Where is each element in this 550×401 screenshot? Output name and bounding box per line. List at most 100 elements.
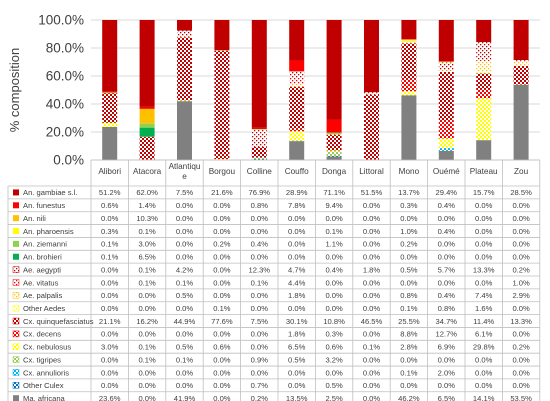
data-label: 0.1% bbox=[138, 343, 156, 352]
bar-segment-other-aedes bbox=[476, 71, 492, 74]
legend-swatch-ae-palpalis bbox=[12, 292, 20, 299]
bar-stack-donga bbox=[326, 20, 342, 160]
data-label: 0.9% bbox=[251, 355, 269, 364]
bar-segment-an-gambiae-s-l bbox=[251, 20, 267, 128]
data-label: 0.0% bbox=[512, 227, 530, 236]
data-label: 0.0% bbox=[363, 381, 381, 390]
category-label-mono: Mono bbox=[399, 167, 420, 176]
bar-segment-cx-quinquefasciatus bbox=[177, 37, 192, 101]
data-label: 0.0% bbox=[251, 368, 269, 377]
data-label: 0.0% bbox=[512, 240, 530, 249]
data-label: 0.0% bbox=[288, 227, 306, 236]
data-label: 0.0% bbox=[101, 381, 119, 390]
data-label: 0.1% bbox=[363, 343, 381, 352]
data-label: 1.8% bbox=[288, 330, 306, 339]
data-label: 0.0% bbox=[512, 304, 530, 313]
data-label: 0.1% bbox=[213, 304, 231, 313]
data-label: 0.0% bbox=[363, 330, 381, 339]
data-label: 0.8% bbox=[400, 291, 418, 300]
data-label: 0.2% bbox=[400, 240, 418, 249]
data-label: 0.5% bbox=[176, 343, 194, 352]
data-label: 0.0% bbox=[512, 253, 530, 262]
data-label: 7.4% bbox=[475, 291, 493, 300]
bar-segment-an-pharoensis bbox=[438, 61, 454, 63]
data-label: 0.0% bbox=[176, 253, 194, 262]
bar-segment-an-gambiae-s-l bbox=[401, 20, 417, 40]
legend-swatch-cx-annulioris bbox=[12, 369, 20, 376]
data-label: 0.4% bbox=[438, 291, 456, 300]
bar-segment-cx-quinquefasciatus bbox=[326, 134, 342, 151]
data-label: 13.7% bbox=[398, 188, 420, 197]
data-label: 0.0% bbox=[325, 304, 343, 313]
data-label: 0.0% bbox=[475, 240, 493, 249]
series-label-cx-tigripes: Cx. tigripes bbox=[23, 355, 61, 364]
bar-segment-ma-africana bbox=[476, 140, 492, 160]
data-label: 12.7% bbox=[436, 330, 458, 339]
data-label: 0.5% bbox=[325, 381, 343, 390]
data-label: 0.0% bbox=[101, 355, 119, 364]
data-label: 2.8% bbox=[400, 343, 418, 352]
data-label: 1.4% bbox=[138, 201, 156, 210]
bar-segment-an-pharoensis bbox=[401, 39, 417, 41]
bar-stack-colline bbox=[251, 20, 267, 160]
series-label-ae-palpalis: Ae. palpalis bbox=[23, 291, 62, 300]
data-label: 0.3% bbox=[101, 227, 119, 236]
series-label-ae-vitatus: Ae. vitatus bbox=[23, 278, 59, 287]
bar-segment-cx-nebulosus bbox=[326, 150, 342, 152]
data-label: 0.1% bbox=[251, 278, 269, 287]
bar-segment-ae-vitatus bbox=[289, 77, 305, 85]
data-label: 6.1% bbox=[475, 330, 493, 339]
series-label-an-gambiae-s-l: An. gambiae s.l. bbox=[23, 188, 77, 197]
bar-segment-ae-aegypti bbox=[401, 41, 417, 42]
gridlines bbox=[91, 19, 540, 161]
data-label: 0.0% bbox=[288, 253, 306, 262]
bar-segment-an-funestus bbox=[438, 61, 454, 62]
data-label: 0.2% bbox=[213, 240, 231, 249]
data-label: 0.0% bbox=[138, 304, 156, 313]
data-label: 51.5% bbox=[361, 188, 383, 197]
bar-segment-an-funestus bbox=[289, 60, 305, 72]
bar-segment-ma-africana bbox=[102, 126, 118, 160]
data-label: 0.7% bbox=[251, 381, 269, 390]
data-label: 2.0% bbox=[438, 368, 456, 377]
data-label: 0.0% bbox=[400, 214, 418, 223]
bar-segment-cx-tigripes bbox=[289, 140, 305, 142]
data-label: 3.2% bbox=[325, 355, 343, 364]
bar-segment-ae-aegypti bbox=[364, 92, 379, 95]
legend-swatch-an-nili bbox=[13, 215, 19, 222]
series-label-an-funestus: An. funestus bbox=[23, 201, 65, 210]
bar-segment-an-gambiae-s-l bbox=[513, 20, 529, 61]
bar-segment-cx-quinquefasciatus bbox=[476, 73, 492, 90]
bar-segment-cx-nebulosus bbox=[177, 100, 192, 102]
data-label: 0.2% bbox=[512, 343, 530, 352]
data-label: 10.8% bbox=[323, 317, 345, 326]
bar-segment-an-brohieri bbox=[139, 127, 155, 137]
data-label: 0.0% bbox=[213, 330, 231, 339]
data-label: 29.4% bbox=[436, 188, 458, 197]
data-label: 0.0% bbox=[138, 381, 156, 390]
bar-segment-cx-quinquefasciatus bbox=[401, 43, 417, 79]
y-tick-label: 100.0% bbox=[38, 13, 84, 28]
data-label: 0.0% bbox=[438, 278, 456, 287]
data-label: 34.7% bbox=[436, 317, 458, 326]
data-label: 0.0% bbox=[475, 368, 493, 377]
bar-segment-ae-palpalis bbox=[177, 36, 192, 38]
data-label: 0.0% bbox=[363, 355, 381, 364]
bar-segment-cx-quinquefasciatus bbox=[102, 93, 118, 123]
data-label: 0.0% bbox=[363, 227, 381, 236]
data-label: 16.2% bbox=[136, 317, 158, 326]
data-label: 0.2% bbox=[251, 394, 269, 401]
bar-segment-cx-nebulosus bbox=[289, 131, 305, 141]
data-label: 51.2% bbox=[99, 188, 121, 197]
data-label: 0.0% bbox=[213, 394, 231, 401]
bar-stack-plateau bbox=[476, 20, 492, 160]
bar-segment-an-gambiae-s-l bbox=[214, 20, 230, 51]
data-label: 0.4% bbox=[438, 227, 456, 236]
data-label: 0.0% bbox=[438, 381, 456, 390]
data-label: 0.0% bbox=[363, 240, 381, 249]
bar-segment-other-culex bbox=[251, 158, 267, 160]
data-label: 0.0% bbox=[288, 240, 306, 249]
bar-segment-ae-palpalis bbox=[476, 60, 492, 72]
bar-segment-ae-aegypti bbox=[251, 129, 267, 147]
